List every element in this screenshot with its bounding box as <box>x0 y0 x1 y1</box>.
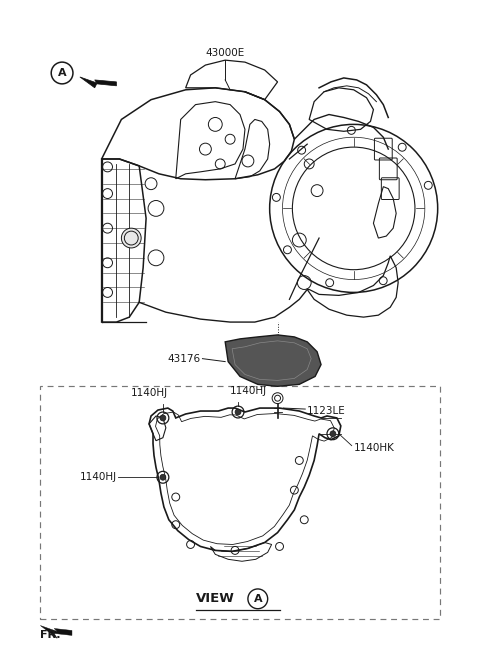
Circle shape <box>121 228 141 248</box>
Polygon shape <box>225 335 321 386</box>
Bar <box>40 386 440 619</box>
Circle shape <box>330 431 336 437</box>
Text: 43176: 43176 <box>168 353 201 363</box>
Text: VIEW: VIEW <box>196 593 235 605</box>
Circle shape <box>160 415 166 421</box>
Text: 1140HJ: 1140HJ <box>131 388 168 398</box>
Text: A: A <box>253 594 262 604</box>
Text: A: A <box>58 68 66 78</box>
Circle shape <box>160 474 166 480</box>
Circle shape <box>235 409 241 415</box>
Text: FR.: FR. <box>40 631 61 641</box>
Text: 43000E: 43000E <box>205 48 245 58</box>
Text: 1140HJ: 1140HJ <box>229 386 266 396</box>
Text: 1140HJ: 1140HJ <box>79 472 117 482</box>
Text: 1140HK: 1140HK <box>354 443 395 453</box>
Polygon shape <box>40 625 72 639</box>
Polygon shape <box>80 77 117 88</box>
Text: 1123LE: 1123LE <box>307 406 346 416</box>
